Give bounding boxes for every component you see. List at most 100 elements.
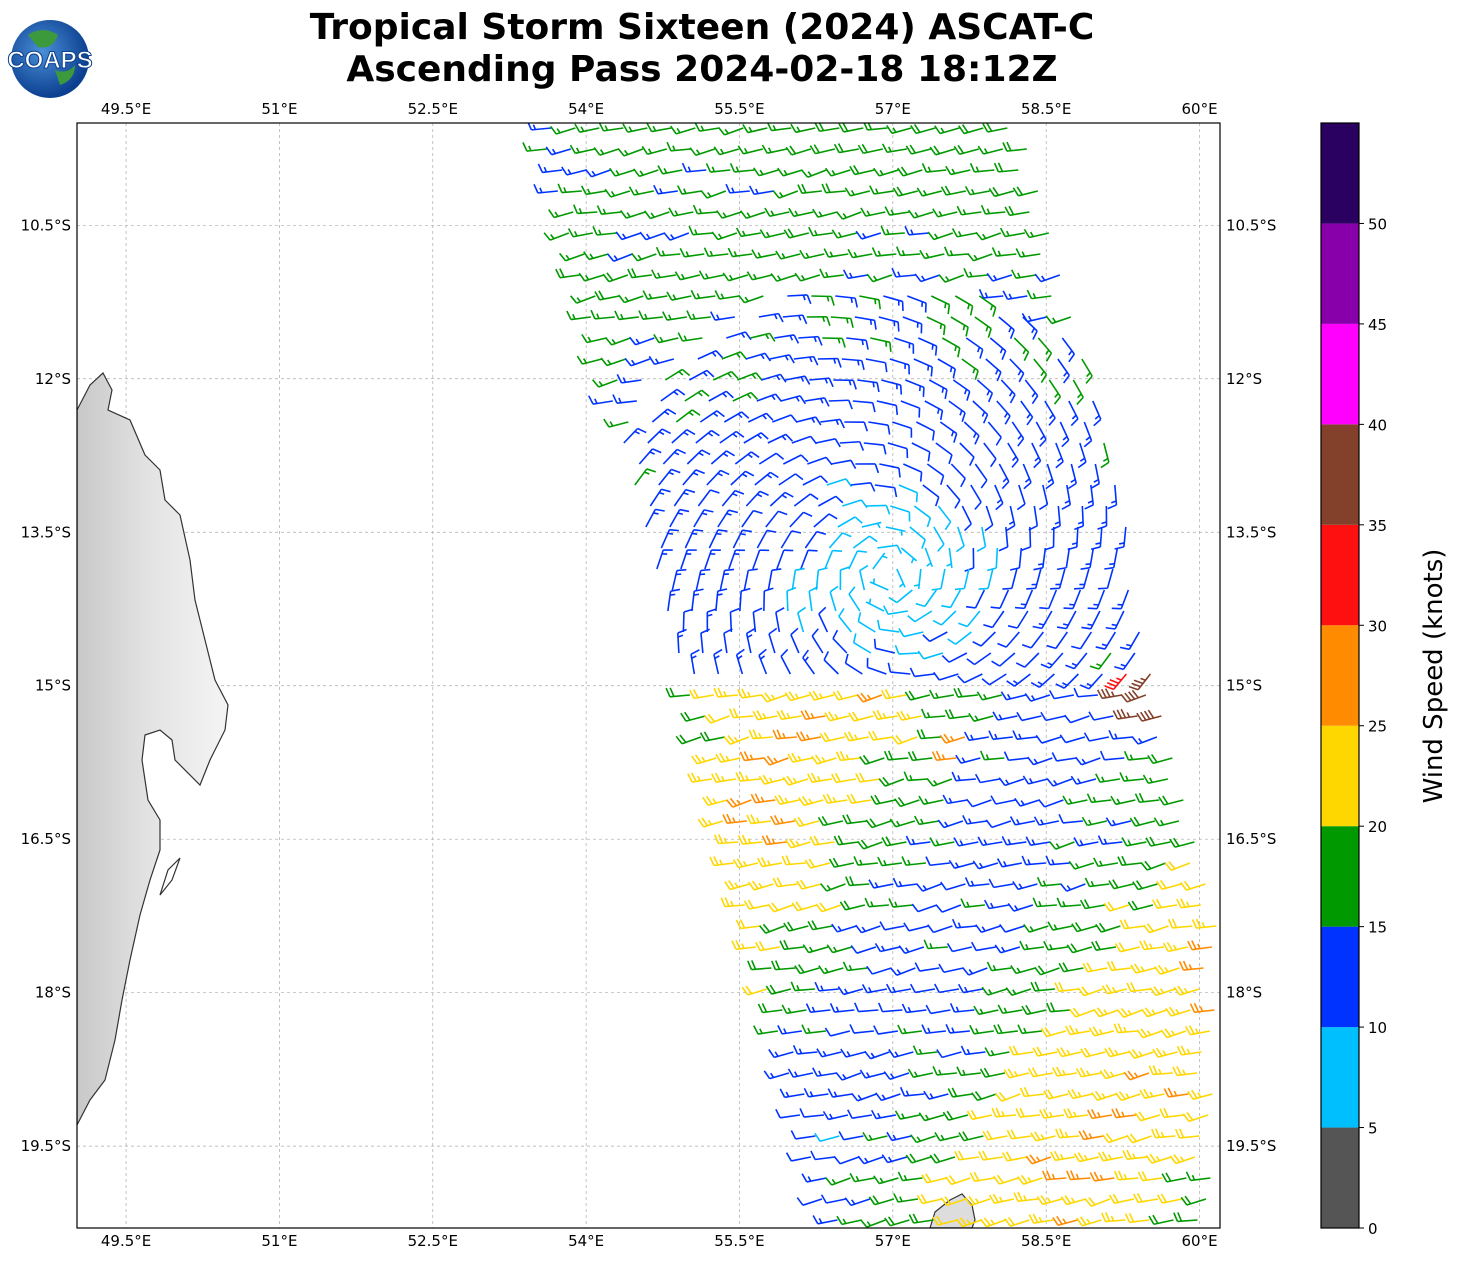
barb-half: [820, 985, 824, 991]
barb-full: [1049, 841, 1057, 850]
barb-staff: [933, 925, 953, 934]
barb-staff: [939, 421, 958, 435]
barb-full: [633, 168, 641, 177]
barb-half: [1046, 1197, 1052, 1203]
barb-full: [605, 337, 613, 346]
barb-full: [916, 187, 924, 197]
barb-full: [692, 688, 699, 699]
barb-half: [678, 370, 684, 376]
barb-full: [1012, 730, 1018, 740]
colorbar-tick-label: 25: [1368, 718, 1387, 736]
barb-staff: [752, 549, 761, 570]
barb-half: [850, 297, 853, 303]
barb-full: [1134, 793, 1141, 803]
wind-barb: [921, 163, 947, 173]
wind-barb: [873, 1025, 899, 1035]
barb-half: [868, 598, 872, 604]
wind-barb: [871, 247, 897, 257]
barb-full: [995, 1107, 1001, 1117]
barb-full: [697, 818, 705, 828]
barb-half: [833, 358, 837, 364]
wind-barb: [940, 185, 966, 196]
barb-half: [1029, 926, 1034, 932]
wind-barb: [1086, 793, 1112, 804]
wind-barb: [737, 834, 763, 845]
barb-full: [720, 897, 726, 907]
barb-staff: [1088, 673, 1103, 690]
wind-barb: [1119, 631, 1141, 651]
wind-barb: [653, 184, 678, 195]
barb-full: [802, 314, 808, 325]
barb-staff: [1029, 526, 1032, 548]
wind-barb: [938, 963, 964, 974]
wind-barb: [751, 249, 777, 259]
barb-full: [1009, 816, 1016, 826]
barb-full: [655, 508, 665, 512]
wind-barb: [690, 289, 716, 300]
wind-barb: [1091, 1090, 1117, 1101]
wind-barb: [836, 211, 862, 220]
barb-staff: [853, 642, 872, 654]
colorbar-tick-label: 30: [1368, 617, 1387, 635]
barb-half: [1188, 964, 1193, 970]
barb-half: [780, 818, 784, 824]
barb-full: [960, 478, 966, 488]
barb-full: [1131, 689, 1139, 699]
wind-barb: [937, 819, 964, 829]
barb-staff: [1072, 379, 1084, 398]
barb-staff: [922, 484, 940, 498]
barb-full: [1115, 1108, 1121, 1118]
barb-staff: [1122, 652, 1136, 670]
wind-barb: [1068, 860, 1095, 870]
wind-barb: [989, 337, 1007, 361]
lon-tick-label-bottom: 57°E: [875, 1232, 911, 1250]
barb-staff: [756, 530, 768, 549]
wind-barb: [628, 186, 654, 196]
wind-barb: [999, 227, 1025, 238]
barb-staff: [1099, 526, 1103, 548]
barb-full: [787, 753, 794, 763]
wind-barb: [557, 183, 582, 194]
barb-full: [947, 638, 956, 645]
barb-full: [740, 210, 747, 219]
barb-full: [808, 858, 816, 868]
barb-full: [1067, 482, 1077, 490]
wind-barb: [622, 123, 648, 133]
wind-barb: [1150, 1128, 1176, 1139]
barb-full: [1079, 684, 1090, 690]
wind-barb: [1165, 1006, 1191, 1017]
barb-half: [866, 1072, 871, 1078]
barb-full: [686, 310, 692, 320]
wind-barb: [916, 1194, 943, 1205]
barb-full: [832, 691, 840, 701]
barb-half: [653, 512, 659, 515]
barb-staff: [905, 379, 925, 389]
barb-full: [994, 944, 1002, 954]
barb-full: [1011, 459, 1019, 468]
wind-barb: [1046, 778, 1073, 787]
barb-full: [953, 433, 958, 443]
barb-full: [808, 691, 816, 701]
barb-half: [994, 733, 998, 740]
barb-full: [745, 985, 753, 995]
barb-full: [1050, 587, 1060, 590]
barb-full: [722, 272, 730, 282]
wind-barb: [1021, 855, 1046, 866]
barb-full: [1028, 1214, 1035, 1224]
wind-barb: [795, 731, 822, 742]
wind-barb: [844, 187, 871, 197]
wind-barb: [833, 1155, 860, 1165]
barb-full: [669, 687, 675, 697]
barb-full: [757, 1003, 764, 1013]
wind-barb: [859, 754, 885, 766]
barb-full: [836, 690, 844, 700]
barb-full: [868, 731, 874, 741]
barb-staff: [930, 1009, 951, 1015]
wind-barb: [945, 1023, 970, 1034]
barb-half: [1033, 758, 1038, 764]
barb-full: [1056, 897, 1062, 907]
barb-half: [857, 1094, 863, 1100]
barb-staff: [898, 652, 919, 655]
barb-full: [1180, 898, 1186, 908]
barb-staff: [782, 454, 802, 465]
